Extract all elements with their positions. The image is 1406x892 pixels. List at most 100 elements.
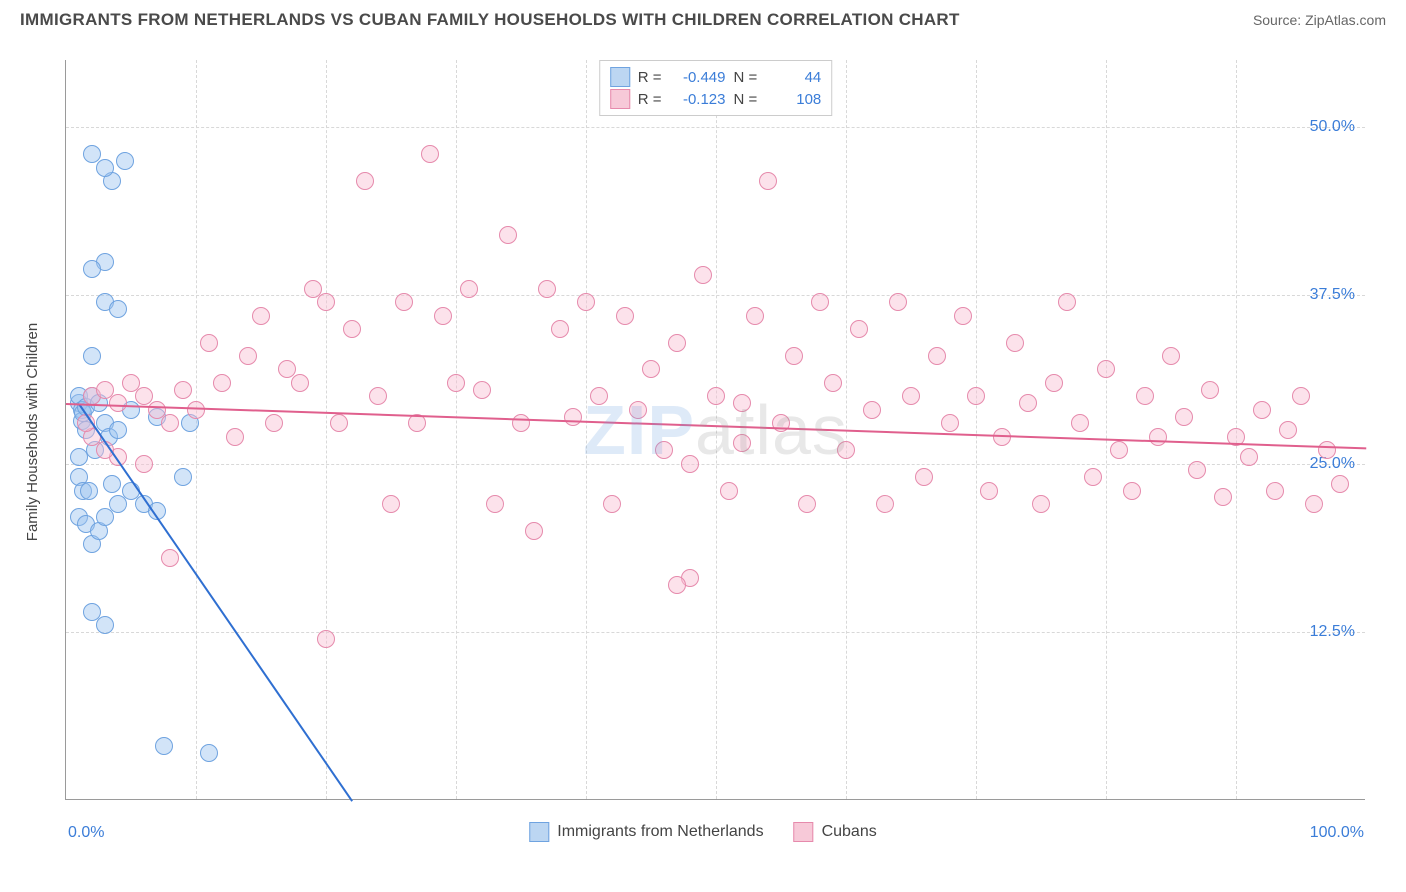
scatter-point bbox=[291, 374, 309, 392]
legend-swatch-netherlands bbox=[610, 67, 630, 87]
scatter-point bbox=[109, 495, 127, 513]
scatter-point bbox=[694, 266, 712, 284]
scatter-point bbox=[447, 374, 465, 392]
scatter-point bbox=[577, 293, 595, 311]
scatter-point bbox=[707, 387, 725, 405]
chart-source: Source: ZipAtlas.com bbox=[1253, 12, 1386, 28]
scatter-point bbox=[915, 468, 933, 486]
scatter-point bbox=[655, 441, 673, 459]
scatter-point bbox=[525, 522, 543, 540]
scatter-point bbox=[265, 414, 283, 432]
legend-r-value-cubans: -0.123 bbox=[670, 91, 726, 108]
legend-r-label: R = bbox=[638, 91, 662, 108]
grid-line-vertical bbox=[196, 60, 197, 799]
scatter-point bbox=[460, 280, 478, 298]
scatter-point bbox=[395, 293, 413, 311]
scatter-point bbox=[1071, 414, 1089, 432]
scatter-point bbox=[629, 401, 647, 419]
legend-swatch-netherlands-icon bbox=[529, 822, 549, 842]
scatter-point bbox=[889, 293, 907, 311]
scatter-point bbox=[83, 260, 101, 278]
y-tick-label: 12.5% bbox=[1310, 623, 1355, 641]
legend-item-netherlands: Immigrants from Netherlands bbox=[529, 822, 763, 842]
scatter-point bbox=[434, 307, 452, 325]
scatter-point bbox=[109, 394, 127, 412]
legend-item-cubans: Cubans bbox=[794, 822, 877, 842]
chart-header: IMMIGRANTS FROM NETHERLANDS VS CUBAN FAM… bbox=[0, 0, 1406, 38]
scatter-point bbox=[135, 455, 153, 473]
legend-row-netherlands: R = -0.449 N = 44 bbox=[610, 66, 822, 88]
scatter-point bbox=[564, 408, 582, 426]
scatter-point bbox=[200, 744, 218, 762]
scatter-point bbox=[759, 172, 777, 190]
scatter-point bbox=[1240, 448, 1258, 466]
legend-n-value-netherlands: 44 bbox=[765, 69, 821, 86]
scatter-point bbox=[1201, 381, 1219, 399]
x-axis-label-max: 100.0% bbox=[1310, 824, 1364, 842]
scatter-point bbox=[551, 320, 569, 338]
scatter-point bbox=[252, 307, 270, 325]
scatter-point bbox=[1175, 408, 1193, 426]
scatter-point bbox=[1149, 428, 1167, 446]
scatter-point bbox=[850, 320, 868, 338]
scatter-point bbox=[980, 482, 998, 500]
scatter-point bbox=[343, 320, 361, 338]
scatter-point bbox=[1123, 482, 1141, 500]
scatter-point bbox=[1019, 394, 1037, 412]
legend-n-label: N = bbox=[734, 69, 758, 86]
scatter-point bbox=[1058, 293, 1076, 311]
scatter-point bbox=[213, 374, 231, 392]
scatter-point bbox=[967, 387, 985, 405]
scatter-point bbox=[96, 508, 114, 526]
legend-r-value-netherlands: -0.449 bbox=[670, 69, 726, 86]
scatter-point bbox=[226, 428, 244, 446]
scatter-point bbox=[317, 293, 335, 311]
scatter-point bbox=[116, 152, 134, 170]
scatter-point bbox=[155, 737, 173, 755]
scatter-point bbox=[720, 482, 738, 500]
scatter-point bbox=[928, 347, 946, 365]
scatter-point bbox=[499, 226, 517, 244]
scatter-point bbox=[1188, 461, 1206, 479]
scatter-point bbox=[96, 159, 114, 177]
chart-container: Family Households with Children ZIPatlas… bbox=[20, 42, 1386, 842]
scatter-point bbox=[200, 334, 218, 352]
scatter-point bbox=[681, 455, 699, 473]
scatter-point bbox=[421, 145, 439, 163]
x-axis-label-min: 0.0% bbox=[68, 824, 104, 842]
legend-label-netherlands: Immigrants from Netherlands bbox=[557, 823, 763, 841]
scatter-point bbox=[1097, 360, 1115, 378]
scatter-point bbox=[733, 434, 751, 452]
legend-swatch-cubans bbox=[610, 89, 630, 109]
scatter-point bbox=[785, 347, 803, 365]
scatter-point bbox=[1136, 387, 1154, 405]
scatter-point bbox=[174, 381, 192, 399]
legend-correlation-box: R = -0.449 N = 44 R = -0.123 N = 108 bbox=[599, 60, 833, 116]
grid-line-vertical bbox=[1106, 60, 1107, 799]
scatter-point bbox=[161, 414, 179, 432]
scatter-point bbox=[746, 307, 764, 325]
scatter-point bbox=[837, 441, 855, 459]
scatter-point bbox=[486, 495, 504, 513]
scatter-point bbox=[1331, 475, 1349, 493]
grid-line-vertical bbox=[326, 60, 327, 799]
legend-label-cubans: Cubans bbox=[822, 823, 877, 841]
scatter-point bbox=[538, 280, 556, 298]
plot-area: ZIPatlas R = -0.449 N = 44 R = -0.123 N … bbox=[65, 60, 1365, 800]
scatter-point bbox=[1266, 482, 1284, 500]
scatter-point bbox=[109, 421, 127, 439]
scatter-point bbox=[1045, 374, 1063, 392]
scatter-point bbox=[161, 549, 179, 567]
scatter-point bbox=[356, 172, 374, 190]
scatter-point bbox=[733, 394, 751, 412]
scatter-point bbox=[642, 360, 660, 378]
scatter-point bbox=[239, 347, 257, 365]
scatter-point bbox=[954, 307, 972, 325]
scatter-point bbox=[187, 401, 205, 419]
scatter-point bbox=[1084, 468, 1102, 486]
scatter-point bbox=[1006, 334, 1024, 352]
legend-n-label: N = bbox=[734, 91, 758, 108]
scatter-point bbox=[1305, 495, 1323, 513]
grid-line-vertical bbox=[976, 60, 977, 799]
chart-title: IMMIGRANTS FROM NETHERLANDS VS CUBAN FAM… bbox=[20, 10, 960, 30]
